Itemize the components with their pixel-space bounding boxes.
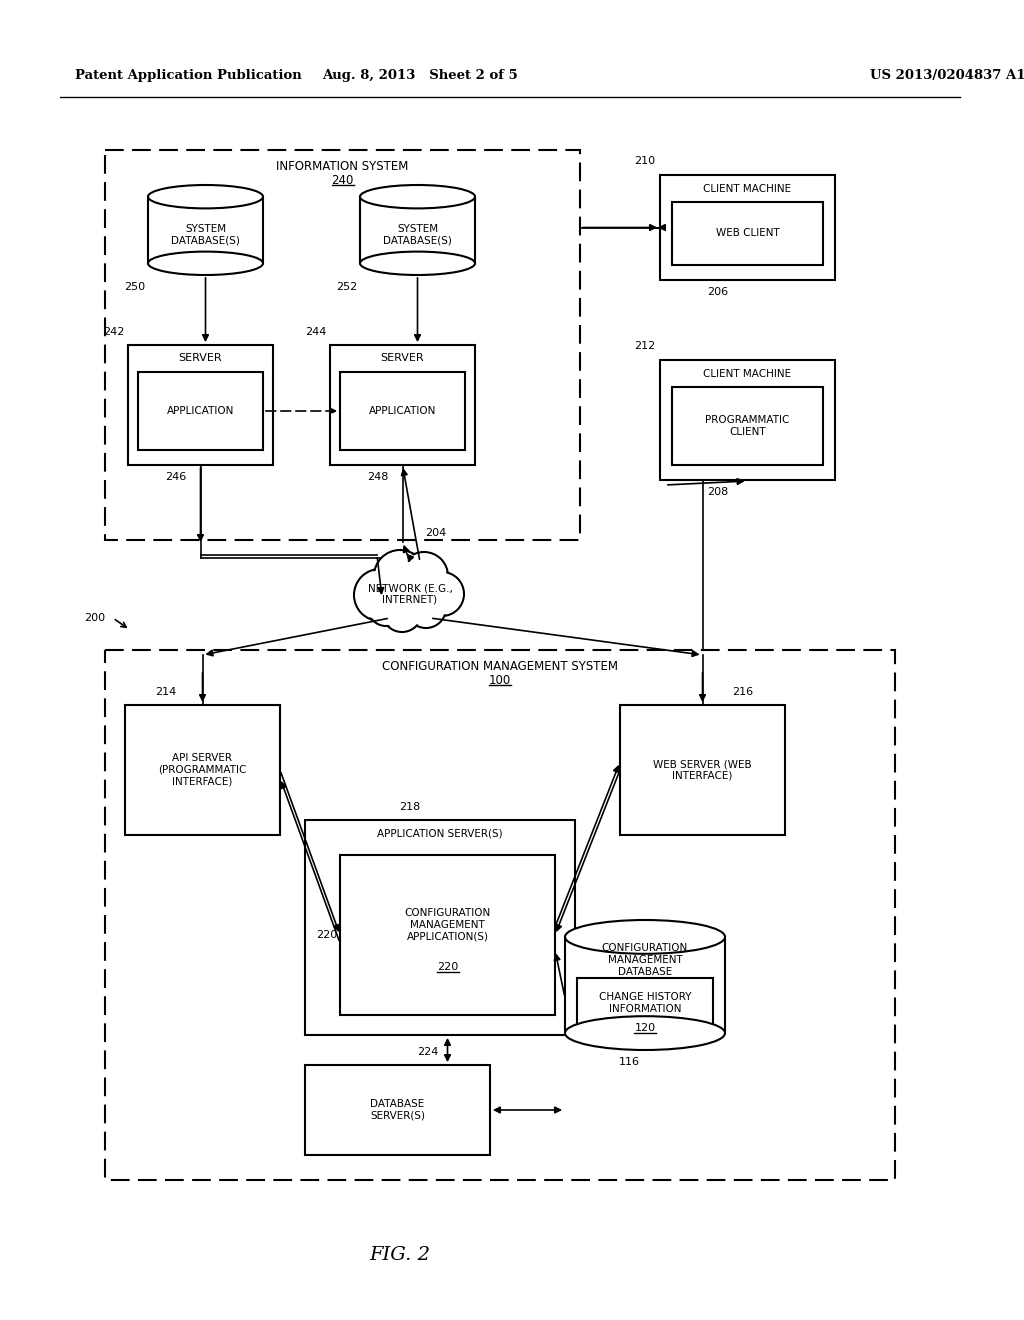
Text: 240: 240 (332, 173, 353, 186)
Bar (577, 978, 713, 1038)
Text: 200: 200 (84, 612, 105, 623)
Text: Patent Application Publication: Patent Application Publication (75, 69, 302, 82)
Text: APPLICATION SERVER(S): APPLICATION SERVER(S) (377, 829, 503, 840)
Ellipse shape (360, 185, 475, 209)
Text: API SERVER
(PROGRAMMATIC
INTERFACE): API SERVER (PROGRAMMATIC INTERFACE) (159, 754, 247, 787)
Text: WEB SERVER (WEB
INTERFACE): WEB SERVER (WEB INTERFACE) (653, 759, 752, 781)
Ellipse shape (565, 1016, 725, 1049)
Bar (360, 197, 475, 263)
Text: 214: 214 (155, 686, 176, 697)
Bar (128, 345, 273, 465)
Text: 100: 100 (488, 673, 511, 686)
Circle shape (406, 587, 446, 628)
Bar (660, 176, 835, 280)
Text: 206: 206 (708, 286, 729, 297)
Text: US 2013/0204837 A1: US 2013/0204837 A1 (870, 69, 1024, 82)
Circle shape (374, 550, 426, 602)
Text: APPLICATION: APPLICATION (167, 407, 234, 416)
Circle shape (355, 570, 404, 619)
Ellipse shape (148, 252, 263, 275)
Text: CONFIGURATION
MANAGEMENT
APPLICATION(S): CONFIGURATION MANAGEMENT APPLICATION(S) (404, 908, 490, 941)
Text: 220: 220 (437, 962, 458, 972)
Text: CLIENT MACHINE: CLIENT MACHINE (703, 183, 792, 194)
Text: SYSTEM
DATABASE(S): SYSTEM DATABASE(S) (171, 224, 240, 246)
Bar (125, 705, 280, 836)
Text: 224: 224 (418, 1047, 439, 1057)
Text: SERVER: SERVER (178, 352, 222, 363)
Text: 220: 220 (315, 931, 337, 940)
Circle shape (382, 591, 422, 632)
Text: FIG. 2: FIG. 2 (370, 1246, 430, 1265)
Bar (305, 1065, 490, 1155)
Ellipse shape (565, 920, 725, 954)
Ellipse shape (148, 185, 263, 209)
Bar (620, 705, 785, 836)
Text: 204: 204 (425, 528, 446, 539)
Circle shape (400, 552, 449, 601)
Circle shape (420, 572, 464, 616)
Bar (565, 937, 725, 1034)
Text: CONFIGURATION
MANAGEMENT
DATABASE: CONFIGURATION MANAGEMENT DATABASE (602, 944, 688, 977)
Text: 210: 210 (634, 156, 655, 166)
Text: Aug. 8, 2013   Sheet 2 of 5: Aug. 8, 2013 Sheet 2 of 5 (323, 69, 518, 82)
Bar (672, 387, 823, 465)
Text: 120: 120 (635, 1023, 655, 1034)
Bar (148, 197, 263, 263)
Text: 252: 252 (336, 282, 357, 292)
Text: WEB CLIENT: WEB CLIENT (716, 228, 779, 239)
Bar (105, 649, 895, 1180)
Bar (105, 150, 580, 540)
Circle shape (354, 569, 406, 620)
Text: CHANGE HISTORY
INFORMATION: CHANGE HISTORY INFORMATION (599, 993, 691, 1014)
Text: 248: 248 (368, 473, 389, 482)
Bar (138, 372, 263, 450)
Bar (340, 372, 465, 450)
Circle shape (368, 590, 404, 626)
Text: 212: 212 (634, 341, 655, 351)
Text: 244: 244 (305, 327, 327, 337)
Circle shape (370, 591, 402, 624)
Text: CLIENT MACHINE: CLIENT MACHINE (703, 370, 792, 379)
Text: SERVER: SERVER (381, 352, 424, 363)
Circle shape (384, 594, 421, 631)
Bar (660, 360, 835, 480)
Text: NETWORK (E.G.,
INTERNET): NETWORK (E.G., INTERNET) (368, 583, 453, 605)
Text: APPLICATION: APPLICATION (369, 407, 436, 416)
Bar (305, 820, 575, 1035)
Circle shape (376, 552, 425, 601)
Ellipse shape (360, 252, 475, 275)
Circle shape (408, 590, 444, 627)
Text: 250: 250 (124, 282, 145, 292)
Circle shape (401, 553, 446, 598)
Text: 216: 216 (732, 686, 754, 697)
Text: 208: 208 (708, 487, 729, 498)
Bar (330, 345, 475, 465)
Text: 116: 116 (618, 1057, 640, 1067)
Text: INFORMATION SYSTEM: INFORMATION SYSTEM (276, 160, 409, 173)
Bar (672, 202, 823, 265)
Text: PROGRAMMATIC
CLIENT: PROGRAMMATIC CLIENT (706, 416, 790, 437)
Circle shape (422, 573, 463, 615)
Text: 242: 242 (103, 327, 125, 337)
Text: DATABASE
SERVER(S): DATABASE SERVER(S) (370, 1100, 425, 1121)
Bar (340, 855, 555, 1015)
Text: CONFIGURATION MANAGEMENT SYSTEM: CONFIGURATION MANAGEMENT SYSTEM (382, 660, 618, 672)
Text: 218: 218 (398, 803, 420, 812)
Text: SYSTEM
DATABASE(S): SYSTEM DATABASE(S) (383, 224, 452, 246)
Text: 246: 246 (166, 473, 186, 482)
